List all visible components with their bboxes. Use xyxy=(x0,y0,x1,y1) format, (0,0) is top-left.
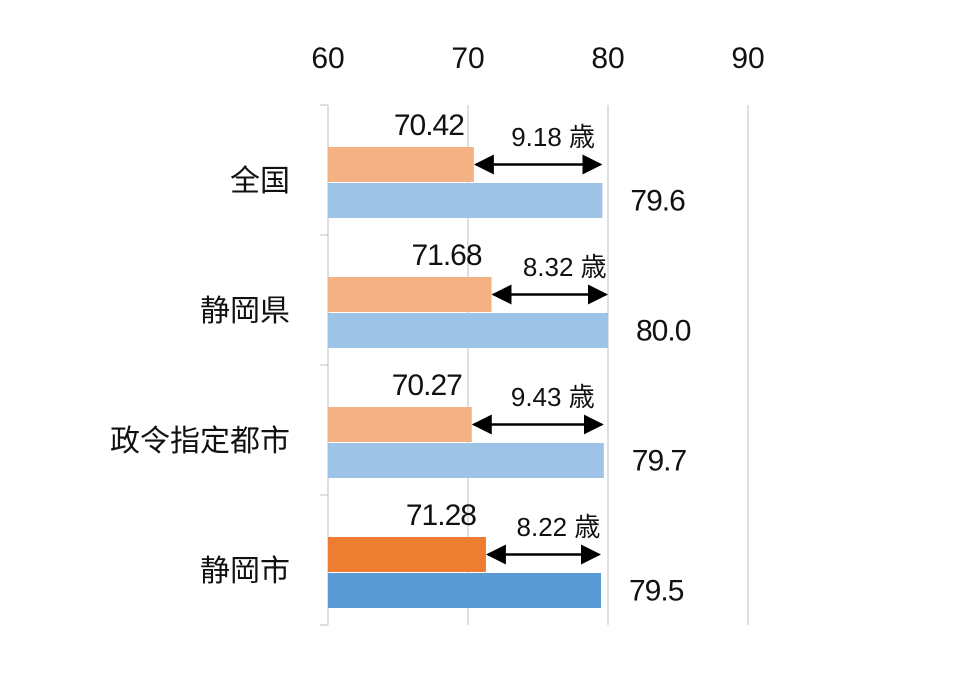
bar xyxy=(328,407,472,442)
category-label: 全国 xyxy=(230,165,290,198)
x-tick-label: 70 xyxy=(451,42,484,75)
x-tick-label: 60 xyxy=(311,42,344,75)
category-label: 静岡県 xyxy=(200,295,290,328)
bar xyxy=(328,443,604,478)
value-label: 80.0 xyxy=(636,314,691,347)
difference-label: 8.22 歳 xyxy=(517,512,601,542)
bar xyxy=(328,313,608,348)
bar xyxy=(328,183,603,218)
category-label: 静岡市 xyxy=(200,555,290,588)
value-label: 70.27 xyxy=(392,369,462,402)
value-label: 79.7 xyxy=(632,444,687,477)
x-tick-label: 80 xyxy=(591,42,624,75)
difference-label: 8.32 歳 xyxy=(523,252,607,282)
value-label: 71.68 xyxy=(411,239,481,272)
x-tick-label: 90 xyxy=(731,42,764,75)
value-label: 71.28 xyxy=(406,499,476,532)
bar xyxy=(328,573,601,608)
value-label: 79.6 xyxy=(630,184,685,217)
difference-label: 9.43 歳 xyxy=(511,382,595,412)
difference-label: 9.18 歳 xyxy=(511,122,595,152)
bar xyxy=(328,277,492,312)
bar xyxy=(328,537,486,572)
value-label: 70.42 xyxy=(394,109,464,142)
value-label: 79.5 xyxy=(629,574,684,607)
bar xyxy=(328,147,474,182)
category-label: 政令指定都市 xyxy=(110,425,290,458)
